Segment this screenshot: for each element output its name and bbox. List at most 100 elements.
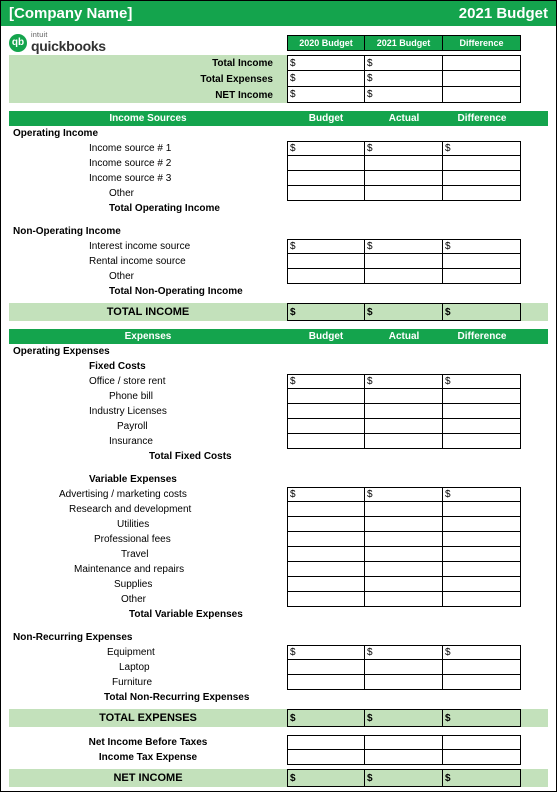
cell[interactable]: $ [443,239,521,254]
cell[interactable]: $ [287,87,365,103]
total-variable: Total Variable Expenses [9,607,287,622]
cell[interactable]: $ [365,87,443,103]
cell[interactable] [443,87,521,103]
cell[interactable]: $ [287,487,365,502]
cell[interactable] [365,562,443,577]
cell[interactable] [365,660,443,675]
cell[interactable] [443,389,521,404]
cell[interactable] [365,156,443,171]
cell[interactable] [443,419,521,434]
cell[interactable] [365,186,443,201]
cell[interactable] [365,750,443,765]
cell[interactable]: $ [443,141,521,156]
cell[interactable] [365,404,443,419]
cell[interactable] [365,532,443,547]
cell[interactable] [443,517,521,532]
cell[interactable] [443,71,521,87]
cell[interactable] [443,404,521,419]
cell[interactable]: $ [365,487,443,502]
cell[interactable]: $ [287,303,365,321]
cell[interactable] [365,675,443,690]
cell[interactable]: $ [287,374,365,389]
cell[interactable]: $ [365,709,443,727]
cell[interactable]: $ [443,769,521,787]
cell[interactable]: $ [443,645,521,660]
cell[interactable] [365,171,443,186]
cell[interactable] [287,532,365,547]
cell[interactable] [443,750,521,765]
cell[interactable] [365,502,443,517]
cell[interactable] [443,186,521,201]
line-item: Supplies [9,577,287,592]
cell[interactable] [443,55,521,71]
cell[interactable] [287,592,365,607]
cell[interactable]: $ [365,645,443,660]
cell[interactable]: $ [365,374,443,389]
cell[interactable] [287,419,365,434]
cell[interactable] [287,675,365,690]
cell[interactable]: $ [443,374,521,389]
cell[interactable]: $ [287,769,365,787]
cell[interactable]: $ [287,55,365,71]
cell[interactable] [287,186,365,201]
cell[interactable] [365,735,443,750]
cell[interactable]: $ [287,141,365,156]
cell[interactable] [365,592,443,607]
cell[interactable] [443,156,521,171]
cell[interactable] [365,419,443,434]
line-item: Income source # 1 [9,141,287,156]
cell[interactable]: $ [443,487,521,502]
cell[interactable] [365,389,443,404]
cell[interactable] [443,592,521,607]
cell[interactable]: $ [443,709,521,727]
cell[interactable] [287,502,365,517]
total-income-bar: TOTAL INCOME $ $ $ [9,303,548,321]
cell[interactable] [443,547,521,562]
cell[interactable] [365,517,443,532]
col-2021: 2021 Budget [365,35,443,51]
cell[interactable]: $ [365,55,443,71]
total-expenses-label: TOTAL EXPENSES [9,709,287,727]
cell[interactable]: $ [287,709,365,727]
cell[interactable] [365,254,443,269]
cell[interactable]: $ [443,303,521,321]
cell[interactable] [287,156,365,171]
cell[interactable] [287,660,365,675]
cell[interactable] [365,547,443,562]
cell[interactable] [443,660,521,675]
cell[interactable]: $ [365,239,443,254]
cell[interactable]: $ [287,645,365,660]
cell[interactable] [443,675,521,690]
cell[interactable] [443,502,521,517]
cell[interactable] [287,735,365,750]
cell[interactable] [443,171,521,186]
cell[interactable] [443,254,521,269]
cell[interactable] [287,577,365,592]
cell[interactable] [365,269,443,284]
cell[interactable]: $ [365,141,443,156]
cell[interactable] [443,269,521,284]
cell[interactable] [287,517,365,532]
cell[interactable] [365,577,443,592]
cell[interactable] [365,434,443,449]
cell[interactable] [287,750,365,765]
cell[interactable] [287,389,365,404]
budget-year-title: 2021 Budget [459,5,548,22]
cell[interactable] [287,434,365,449]
cell[interactable]: $ [287,239,365,254]
cell[interactable] [443,532,521,547]
cell[interactable] [443,562,521,577]
cell[interactable] [443,434,521,449]
cell[interactable] [287,562,365,577]
cell[interactable] [287,547,365,562]
cell[interactable] [443,735,521,750]
cell[interactable]: $ [287,71,365,87]
cell[interactable]: $ [365,769,443,787]
cell[interactable]: $ [365,303,443,321]
cell[interactable] [287,171,365,186]
cell[interactable] [443,577,521,592]
cell[interactable] [287,254,365,269]
cell[interactable] [287,404,365,419]
cell[interactable] [287,269,365,284]
cell[interactable]: $ [365,71,443,87]
